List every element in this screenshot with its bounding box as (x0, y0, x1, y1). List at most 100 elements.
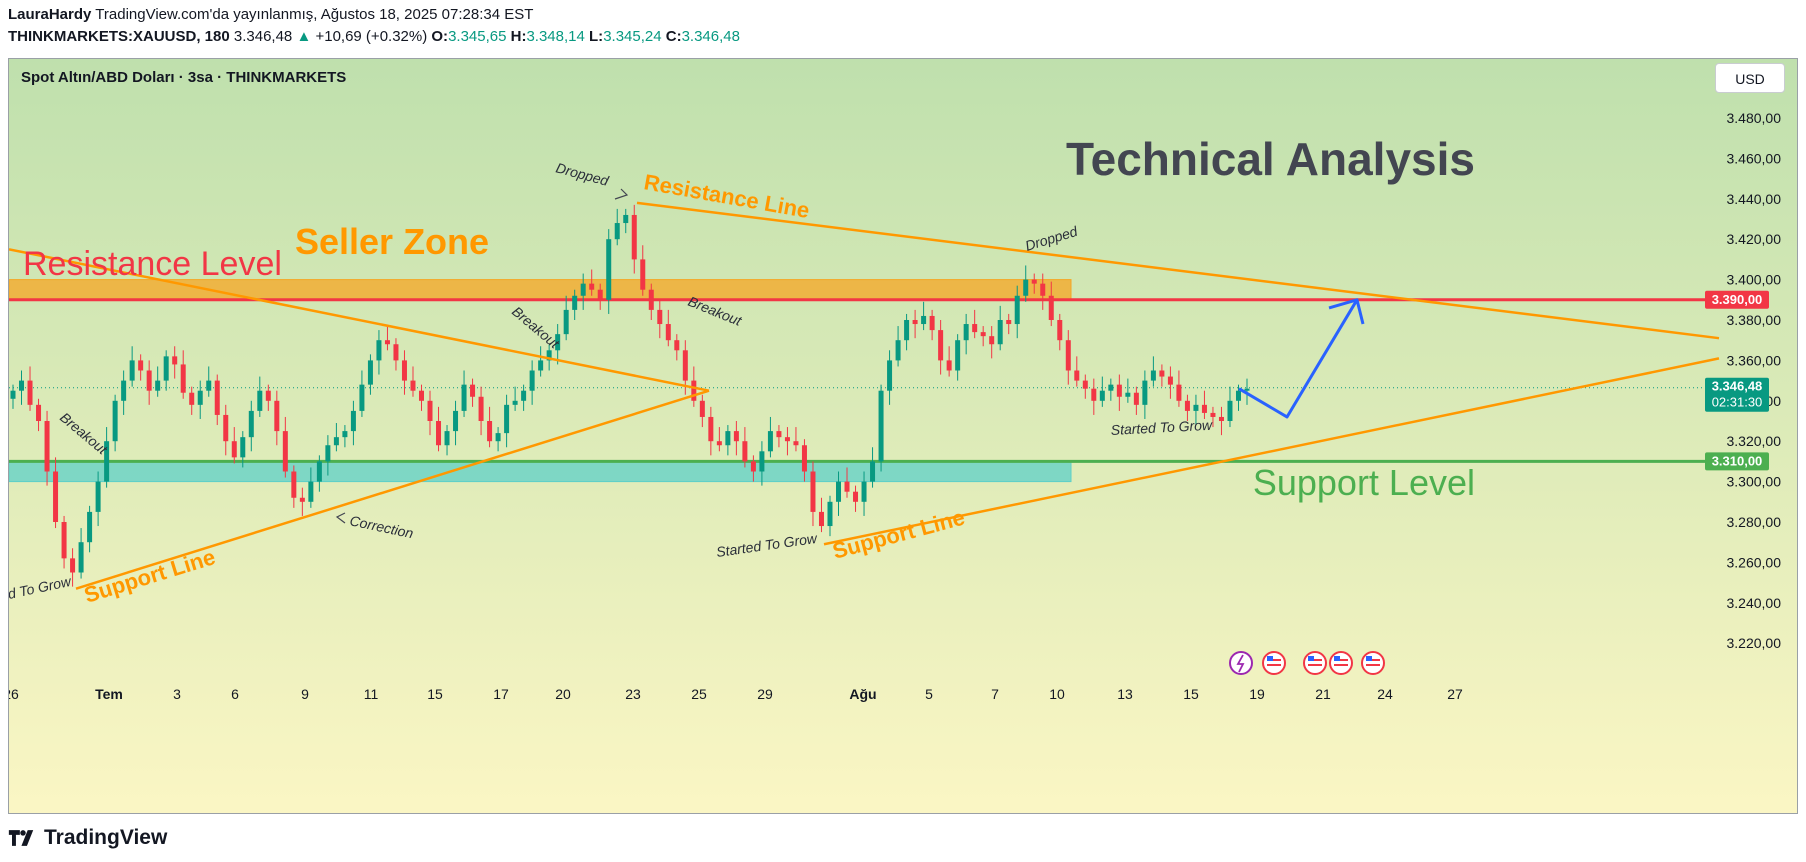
support-trend-line-2 (823, 357, 1720, 546)
support-zone (9, 460, 1072, 483)
us-flag-event-icon (1262, 651, 1286, 675)
projection-arrow-head (1328, 298, 1365, 325)
price-change: +10,69 (+0.32%) (315, 28, 428, 45)
candle-body (1227, 400, 1233, 421)
open-value: 3.345,65 (448, 28, 507, 45)
y-tick-label: 3.480,00 (1727, 110, 1782, 126)
x-tick-label: 7 (991, 686, 999, 702)
candle-body (648, 289, 654, 310)
candle-body (733, 431, 739, 442)
candle-body (36, 404, 42, 421)
candle-body (844, 481, 850, 492)
tradingview-logo-icon (8, 830, 34, 846)
resistance-level-text: Resistance Level (23, 245, 282, 283)
candle-body (810, 471, 816, 512)
up-arrow-icon: ▲ (296, 28, 312, 45)
x-tick-label: 6 (231, 686, 239, 702)
chart-area[interactable]: Technical Analysis Resistance Level Seller… (8, 58, 1798, 814)
resistance-trend-line (636, 201, 1720, 340)
y-tick-label: 3.460,00 (1727, 150, 1782, 166)
y-tick-label: 3.400,00 (1727, 272, 1782, 288)
x-tick-label: 10 (1049, 686, 1065, 702)
candle-body (410, 380, 416, 391)
flag-canton (1267, 656, 1273, 661)
candle-body (818, 511, 824, 527)
candle-body (453, 410, 459, 432)
candle-body (1014, 295, 1020, 325)
y-tick-label: 3.420,00 (1727, 231, 1782, 247)
chart-title-text: Technical Analysis (1066, 133, 1475, 185)
candle-body (938, 330, 944, 361)
y-tick-label: 3.240,00 (1727, 595, 1782, 611)
candle-body (299, 497, 305, 502)
currency-button[interactable]: USD (1715, 63, 1785, 93)
candle-body (257, 390, 263, 411)
candle-body (1201, 404, 1207, 413)
candle-body (793, 441, 799, 446)
brand-name: TradingView (44, 826, 168, 849)
candle-body (436, 421, 442, 446)
high-value: 3.348,14 (526, 28, 585, 45)
candle-body (53, 471, 59, 522)
symbol-name: THINKMARKETS:XAUUSD, 180 (8, 28, 230, 45)
x-tick-label: 5 (925, 686, 933, 702)
candle-body (1142, 380, 1148, 405)
candle-body (350, 410, 356, 432)
candle-body (597, 289, 603, 300)
author-name[interactable]: LauraHardy (8, 6, 92, 23)
x-tick-label: 17 (493, 686, 509, 702)
correction-arrow-icon (335, 512, 346, 524)
candle-body (1210, 412, 1216, 417)
candle-body (623, 214, 629, 224)
candle-body (538, 360, 544, 371)
candle-body (231, 441, 237, 458)
candle-body (665, 324, 671, 341)
publish-info: LauraHardy TradingView.com'da yayınlanmı… (8, 6, 533, 23)
candle-body (759, 451, 765, 472)
x-tick-label: Tem (95, 686, 123, 702)
candle-body (333, 437, 339, 446)
tradingview-logo[interactable]: TradingView (8, 826, 167, 850)
candle-body (87, 511, 93, 543)
price-label-text: 3.390,00 (1712, 292, 1763, 307)
candle-body (27, 380, 33, 405)
candle-body (146, 370, 152, 391)
candle-body (359, 384, 365, 411)
candle-body (521, 390, 527, 401)
candle-body (572, 295, 578, 310)
x-tick-label: 3 (173, 686, 181, 702)
candle-body (95, 481, 101, 512)
us-flag-event-icon (1303, 651, 1327, 675)
candle-body (427, 400, 433, 421)
flag-canton (1334, 656, 1340, 661)
candle-body (1235, 390, 1241, 401)
candle-body (1116, 384, 1122, 397)
candle-body (104, 441, 110, 482)
candle-body (708, 416, 714, 442)
support-level-text: Support Level (1253, 462, 1475, 503)
flag-canton (1308, 656, 1314, 661)
candle-body (1040, 283, 1046, 296)
candle-body (401, 360, 407, 381)
candle-body (1167, 376, 1173, 385)
candle-body (189, 392, 195, 405)
candle-body (1091, 388, 1097, 401)
y-tick-label: 3.380,00 (1727, 312, 1782, 328)
projection-path (1238, 299, 1359, 419)
candle-body (904, 320, 910, 341)
x-tick-label: 15 (1183, 686, 1199, 702)
candle-body (1159, 370, 1165, 377)
candle-body (180, 364, 186, 393)
candle-body (1074, 370, 1080, 381)
candle-body (861, 481, 867, 502)
candle-body (325, 445, 331, 462)
x-tick-label: Ağu (849, 686, 876, 702)
candle-body (955, 340, 961, 371)
x-tick-label: 11 (364, 686, 379, 702)
candle-body (367, 360, 373, 385)
candle-body (606, 239, 612, 300)
candle-body (172, 356, 178, 365)
flag-canton (1366, 656, 1372, 661)
symbol-info: THINKMARKETS:XAUUSD, 180 3.346,48 ▲ +10,… (8, 28, 740, 45)
candle-body (716, 441, 722, 446)
